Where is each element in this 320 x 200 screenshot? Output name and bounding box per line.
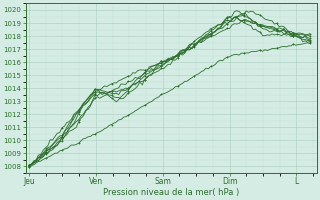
X-axis label: Pression niveau de la mer( hPa ): Pression niveau de la mer( hPa ) — [103, 188, 239, 197]
